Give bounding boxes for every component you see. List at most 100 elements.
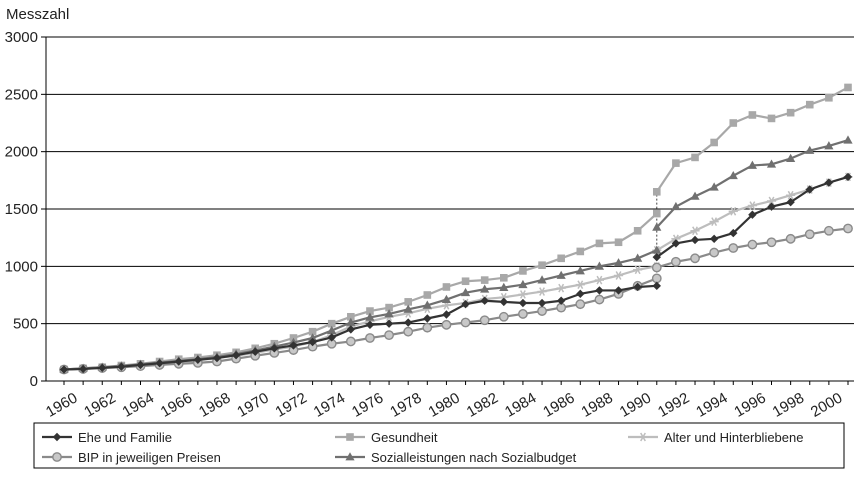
x-tick-label: 1968 — [196, 389, 233, 420]
data-point — [441, 319, 452, 330]
data-point — [767, 202, 776, 211]
data-point — [614, 286, 623, 295]
data-point — [174, 357, 183, 366]
data-point — [633, 282, 642, 292]
axes: 0 500 1000 1500 2000 2500 3000 Messzahl 1960 1962… — [5, 6, 849, 421]
data-point — [346, 325, 356, 334]
data-point — [594, 275, 605, 285]
y-tick-label: 2500 — [5, 86, 38, 103]
x-tick-label: 1972 — [273, 389, 310, 420]
data-point — [786, 108, 795, 117]
data-point — [308, 327, 317, 336]
data-point — [518, 309, 528, 319]
data-point — [785, 233, 796, 244]
star-stroke — [558, 283, 565, 293]
data-point — [709, 247, 720, 258]
data-point — [136, 360, 145, 370]
data-point — [576, 247, 585, 256]
data-point — [98, 363, 107, 373]
x-tick-label: 1992 — [655, 389, 692, 420]
data-point — [422, 300, 432, 309]
x-tick-label: 1984 — [502, 389, 539, 420]
data-point — [824, 178, 834, 187]
star-stroke — [640, 432, 646, 442]
legend-swatch-marker — [345, 452, 355, 461]
x-tick-label: 1962 — [81, 389, 118, 420]
legend-label: Alter und Hinterbliebene — [664, 430, 803, 445]
data-point — [289, 341, 298, 350]
data-point — [690, 235, 700, 245]
data-point — [499, 282, 509, 291]
legend-item: Sozialleistungen nach Sozialbudget — [335, 450, 577, 465]
star-stroke — [519, 290, 526, 299]
data-point — [651, 273, 662, 284]
data-point — [594, 294, 605, 305]
data-point — [307, 333, 318, 342]
data-point — [786, 197, 795, 207]
data-point — [212, 353, 222, 363]
legend-label: Ehe und Familie — [78, 430, 172, 445]
legend-label: Sozialleistungen nach Sozialbudget — [371, 450, 577, 465]
data-point — [729, 119, 738, 127]
data-point — [518, 279, 528, 289]
x-tick-label: 1988 — [578, 389, 615, 420]
data-point — [729, 228, 738, 238]
y-tick-label: 3000 — [5, 29, 38, 46]
y-tick-label: 1000 — [5, 258, 38, 275]
data-point — [652, 252, 661, 262]
data-point — [748, 210, 757, 219]
data-point — [403, 304, 413, 313]
series-line — [655, 86, 849, 193]
series-line — [63, 249, 658, 371]
data-point — [671, 256, 681, 267]
data-point — [442, 310, 451, 319]
data-point — [556, 283, 566, 293]
data-point — [614, 238, 623, 247]
y-axis-label: Messzahl — [6, 6, 69, 23]
data-point — [403, 318, 413, 327]
data-point — [633, 265, 643, 275]
data-point — [825, 93, 833, 102]
x-tick-label: 1982 — [464, 389, 501, 420]
data-point — [575, 266, 585, 275]
data-point — [766, 196, 777, 206]
x-tick-label: 1978 — [387, 389, 424, 420]
legend-box — [33, 422, 845, 469]
data-point — [193, 355, 203, 364]
data-point — [327, 325, 337, 334]
series-line — [63, 212, 658, 371]
data-point — [671, 201, 681, 211]
x-tick-label: 1986 — [540, 389, 577, 420]
data-point — [537, 287, 547, 296]
data-point — [767, 114, 776, 123]
data-point — [728, 170, 738, 180]
series-sozialleistungen-nach-sozialbudget — [59, 135, 853, 373]
data-point — [843, 172, 853, 182]
data-point — [519, 267, 527, 275]
data-point — [365, 320, 375, 330]
data-point — [728, 206, 738, 216]
data-point — [231, 351, 241, 360]
data-point — [442, 283, 451, 291]
data-point — [347, 312, 355, 321]
data-point — [155, 359, 164, 368]
data-point — [461, 277, 470, 286]
star-stroke — [615, 271, 622, 280]
data-point — [843, 223, 853, 234]
data-point — [613, 271, 624, 280]
data-point — [556, 296, 566, 305]
data-point — [537, 306, 547, 316]
data-point — [709, 234, 719, 244]
series-line — [63, 284, 657, 371]
data-point — [690, 226, 700, 236]
legend-swatch-marker — [346, 433, 354, 441]
legend-item: Ehe und Familie — [42, 430, 172, 445]
x-tick-label: 1996 — [731, 389, 768, 420]
series-ehe-und-familie — [59, 172, 853, 374]
data-point — [327, 319, 336, 328]
data-point — [576, 289, 585, 299]
x-tick-label: 1966 — [158, 389, 195, 420]
data-point — [728, 243, 739, 253]
data-point — [709, 182, 719, 191]
